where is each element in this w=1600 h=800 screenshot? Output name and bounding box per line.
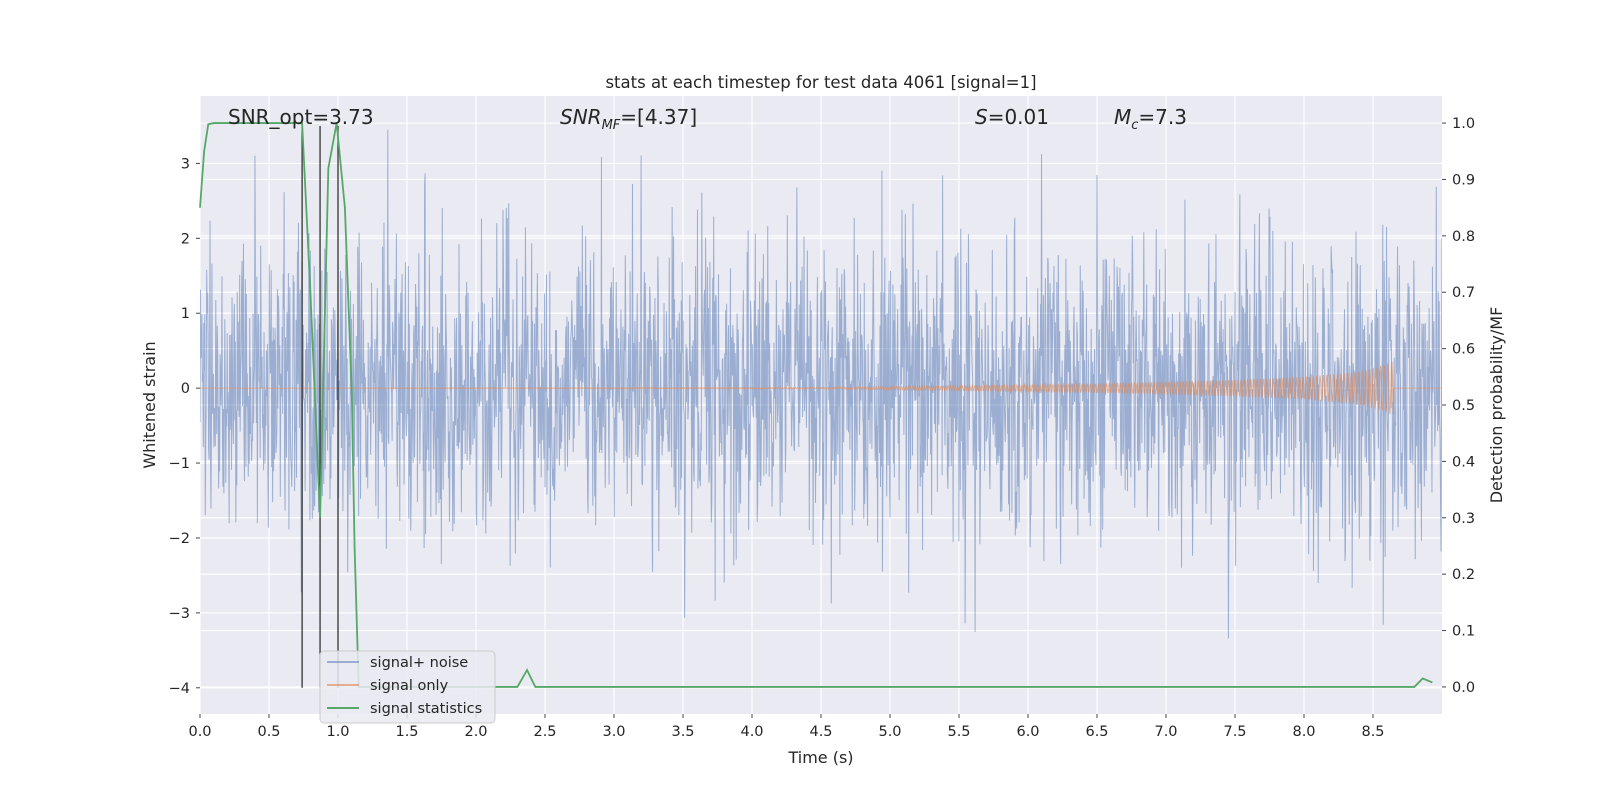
- snr-mf-main: SNR: [560, 105, 602, 129]
- x-axis-label: Time (s): [787, 748, 853, 767]
- x-tick-label: 2.0: [464, 724, 487, 740]
- x-tick-label: 6.5: [1085, 724, 1108, 740]
- y-tick-label-left: −2: [169, 531, 190, 547]
- mc-rest: =7.3: [1138, 105, 1187, 129]
- legend-label-noise: signal+ noise: [370, 655, 468, 671]
- legend-label-signal: signal only: [370, 678, 449, 694]
- y-tick-label-right: 0.8: [1452, 229, 1475, 245]
- x-tick-label: 0.0: [188, 724, 211, 740]
- y-tick-label-right: 0.3: [1452, 511, 1475, 527]
- x-tick-label: 4.5: [809, 724, 832, 740]
- legend: signal+ noise signal only signal statist…: [319, 650, 496, 724]
- x-tick-label: 1.0: [326, 724, 349, 740]
- y-tick-label-right: 1.0: [1452, 116, 1475, 132]
- axes: 0.0 0.5 1.0 1.5 2.0 2.5 3.0 3.5 4.0 4.5 5.0 5.5 6.0 6…: [169, 116, 1475, 740]
- y-tick-label-right: 0.6: [1452, 342, 1475, 358]
- y-tick-label-right: 0.4: [1452, 454, 1475, 470]
- x-tick-label: 2.5: [533, 724, 556, 740]
- vertical-markers: [301, 125, 339, 688]
- x-tick-label: 8.5: [1361, 724, 1384, 740]
- legend-box: [319, 650, 496, 724]
- x-tick-label: 6.0: [1016, 724, 1039, 740]
- annotation-mc: Mc=7.3: [1114, 105, 1187, 133]
- annotation-snr-mf: SNRMF=[4.37]: [560, 105, 697, 133]
- x-tick-label: 7.0: [1154, 724, 1177, 740]
- series-line-signal-only: [200, 361, 1442, 416]
- snr-mf-sub: MF: [602, 118, 621, 133]
- y-tick-label-right: 0.1: [1452, 624, 1475, 640]
- x-tick-label: 4.0: [740, 724, 763, 740]
- y-tick-label-left: 3: [181, 156, 190, 172]
- y-tick-label-right: 0.2: [1452, 567, 1475, 583]
- x-tick-label: 1.5: [395, 724, 418, 740]
- x-tick-label: 5.5: [947, 724, 970, 740]
- signal-series-layer: [200, 361, 1442, 416]
- y-tick-label-left: 0: [181, 381, 190, 397]
- chart-title: stats at each timestep for test data 406…: [605, 73, 1036, 92]
- mc-var: M: [1114, 105, 1131, 129]
- s-var: S: [975, 105, 988, 129]
- x-tick-label: 3.0: [602, 724, 625, 740]
- y-tick-label-left: −1: [169, 456, 190, 472]
- y-tick-label-left: −4: [169, 681, 190, 697]
- x-tick-label: 0.5: [257, 724, 280, 740]
- y-tick-label-left: −3: [169, 606, 190, 622]
- mc-sub: c: [1131, 118, 1138, 133]
- y-tick-label-left: 2: [181, 231, 190, 247]
- legend-label-statistics: signal statistics: [370, 701, 482, 717]
- x-tick-label: 5.0: [878, 724, 901, 740]
- x-tick-label: 7.5: [1223, 724, 1246, 740]
- x-tick-label: 8.0: [1292, 724, 1315, 740]
- snr-mf-rest: =[4.37]: [620, 105, 697, 129]
- y-tick-label-right: 0.5: [1452, 398, 1475, 414]
- x-tick-label: 3.5: [671, 724, 694, 740]
- y-axis-label-left: Whitened strain: [140, 341, 159, 468]
- noise-series-layer: [200, 129, 1442, 639]
- annotation-s: S=0.01: [975, 105, 1049, 129]
- s-rest: =0.01: [988, 105, 1049, 129]
- series-line-signal-statistics: [199, 122, 1433, 688]
- y-tick-label-left: 1: [181, 306, 190, 322]
- y-tick-label-right: 0.7: [1452, 285, 1475, 301]
- y-tick-label-right: 0.0: [1452, 680, 1475, 696]
- probability-series-layer: [199, 122, 1433, 688]
- y-axis-label-right: Detection probability/MF: [1487, 307, 1506, 504]
- series-line-signal-plus-noise: [200, 129, 1442, 639]
- y-tick-label-right: 0.9: [1452, 172, 1475, 188]
- annotation-snr-opt: SNR_opt=3.73: [228, 105, 374, 129]
